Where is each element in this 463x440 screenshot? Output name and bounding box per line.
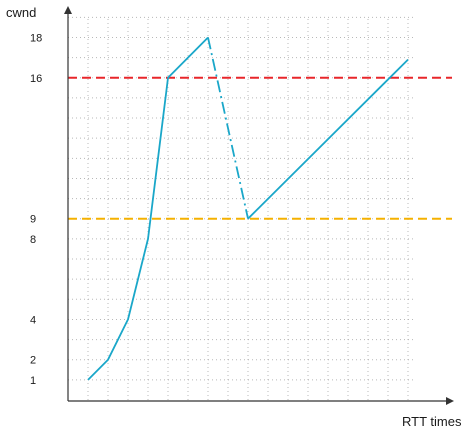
y-tick-label-9: 9 <box>30 214 36 226</box>
axes <box>64 6 454 405</box>
x-axis-arrow <box>446 397 454 405</box>
x-axis-label: RTT times <box>402 414 462 429</box>
y-tick-label-2: 2 <box>30 355 36 367</box>
series-line-2 <box>207 37 249 219</box>
reference-lines <box>68 76 452 220</box>
y-tick-label-16: 16 <box>30 73 42 85</box>
y-tick-label-1: 1 <box>30 375 36 387</box>
y-tick-labels: 1 2 4 8 9 16 18 <box>30 32 42 386</box>
y-axis-arrow <box>64 6 72 14</box>
y-tick-label-8: 8 <box>30 234 36 246</box>
y-tick-label-4: 4 <box>30 314 36 326</box>
y-tick-label-18: 18 <box>30 32 42 44</box>
y-axis-label: cwnd <box>6 5 36 20</box>
series-line-3 <box>247 58 409 220</box>
grid <box>68 16 416 400</box>
series-line-1 <box>87 36 209 381</box>
series-lines <box>87 36 409 381</box>
